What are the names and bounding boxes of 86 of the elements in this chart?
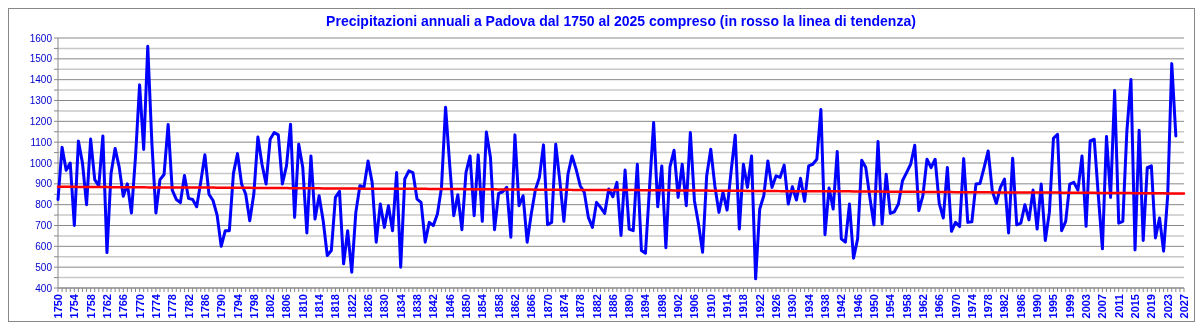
x-tick-label: 1914 [721,293,734,319]
y-tick-label: 1100 [30,136,53,148]
x-tick-label: 1866 [525,294,538,319]
x-tick-label: 1982 [998,294,1011,319]
y-tick-label: 800 [35,199,53,211]
x-tick-label: 1838 [411,294,424,319]
x-tick-label: 2019 [1145,294,1158,319]
x-tick-label: 1938 [818,294,831,319]
x-tick-label: 1986 [1014,294,1027,319]
x-tick-label: 1974 [965,293,978,319]
y-tick-label: 1600 [29,32,53,44]
x-tick-label: 1930 [786,294,799,319]
x-tick-label: 2023 [1161,294,1174,319]
x-tick-label: 1806 [280,294,293,319]
x-tick-label: 1858 [492,294,505,319]
x-tick-label: 1886 [606,294,619,319]
x-tick-label: 1766 [117,294,130,319]
x-tick-label: 1962 [916,294,929,319]
x-tick-label: 1798 [247,294,260,319]
x-tick-label: 1842 [427,294,440,319]
x-tick-label: 1958 [900,294,913,319]
y-tick-label: 500 [35,261,53,273]
x-tick-label: 1834 [394,293,407,319]
x-tick-label: 1934 [802,293,815,319]
x-tick-label: 1978 [982,294,995,319]
x-tick-label: 1906 [688,294,701,319]
x-tick-label: 1778 [166,294,179,319]
x-tick-label: 1770 [133,294,146,319]
x-tick-label: 1758 [84,294,97,319]
x-tick-label: 1790 [215,294,228,319]
x-tick-label: 1942 [835,294,848,319]
x-tick-label: 2011 [1112,294,1125,318]
x-tick-label: 1826 [362,294,375,319]
x-tick-label: 1782 [182,294,195,319]
y-tick-label: 1200 [29,115,53,127]
x-tick-label: 1762 [100,294,113,319]
x-tick-label: 1814 [313,293,326,319]
chart-title: Precipitazioni annuali a Padova dal 1750 al 2025 compreso (in rosso la linea di tendenza) [326,13,916,29]
x-tick-label: 1830 [378,294,391,319]
x-tick-label: 1898 [655,294,668,319]
x-tick-label: 1990 [1031,294,1044,319]
x-tick-label: 1999 [1063,294,1076,319]
x-tick-label: 1966 [933,294,946,319]
y-tick-label: 400 [35,282,53,294]
x-tick-label: 1774 [149,293,162,319]
x-tick-label: 1954 [884,293,897,319]
x-tick-label: 1874 [557,293,570,319]
x-tick-label: 2027 [1178,294,1190,319]
x-tick-label: 1970 [949,294,962,319]
x-tick-label: 1894 [639,293,652,319]
x-tick-label: 1946 [851,294,864,319]
line-series [56,44,1178,281]
y-tick-label: 900 [35,178,53,190]
x-tick-label: 1862 [508,294,521,319]
x-tick-label: 1890 [623,294,636,319]
y-tick-label: 1400 [29,74,53,86]
y-tick-label: 600 [35,240,53,252]
x-tick-label: 1750 [52,294,64,319]
x-tick-label: 1854 [476,293,489,319]
x-tick-label: 1882 [590,294,603,319]
y-tick-label: 1000 [29,157,53,169]
x-tick-label: 1950 [867,294,880,319]
x-tick-label: 2015 [1129,294,1142,319]
x-tick-label: 1818 [329,294,342,319]
x-tick-label: 2003 [1080,294,1093,319]
x-tick-label: 1822 [345,294,358,319]
x-tick-label: 1810 [296,294,309,319]
x-tick-label: 1794 [231,293,244,319]
x-tick-label: 1850 [459,294,472,319]
x-tick-label: 1902 [672,294,685,319]
x-tick-label: 1926 [770,294,783,319]
x-tick-label: 1878 [574,294,587,319]
x-tick-label: 1922 [753,294,766,319]
y-tick-label: 1500 [29,53,53,65]
x-tick-label: 1846 [443,294,456,319]
x-tick-label: 1754 [68,293,81,319]
x-tick-label: 1786 [198,294,211,319]
x-tick-label: 1918 [737,294,750,319]
x-tick-label: 1995 [1047,294,1060,319]
x-tick-label: 2007 [1096,294,1109,319]
x-tick-label: 1802 [264,294,277,319]
y-tick-label: 700 [35,220,53,231]
line-series [56,185,1186,195]
y-tick-label: 1300 [29,95,53,106]
x-tick-label: 1870 [541,294,554,319]
x-tick-label: 1910 [704,294,717,319]
